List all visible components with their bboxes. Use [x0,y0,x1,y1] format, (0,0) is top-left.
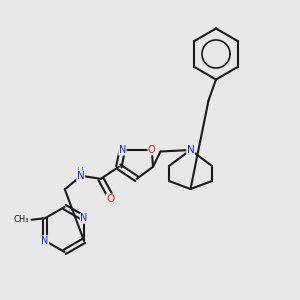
Text: N: N [80,213,88,223]
Text: N: N [77,171,85,181]
Text: H: H [76,167,83,176]
Text: O: O [106,194,115,204]
Text: N: N [187,145,194,155]
Text: N: N [119,145,126,155]
Text: N: N [41,236,49,246]
Text: O: O [148,145,156,155]
Text: CH₃: CH₃ [13,215,28,224]
